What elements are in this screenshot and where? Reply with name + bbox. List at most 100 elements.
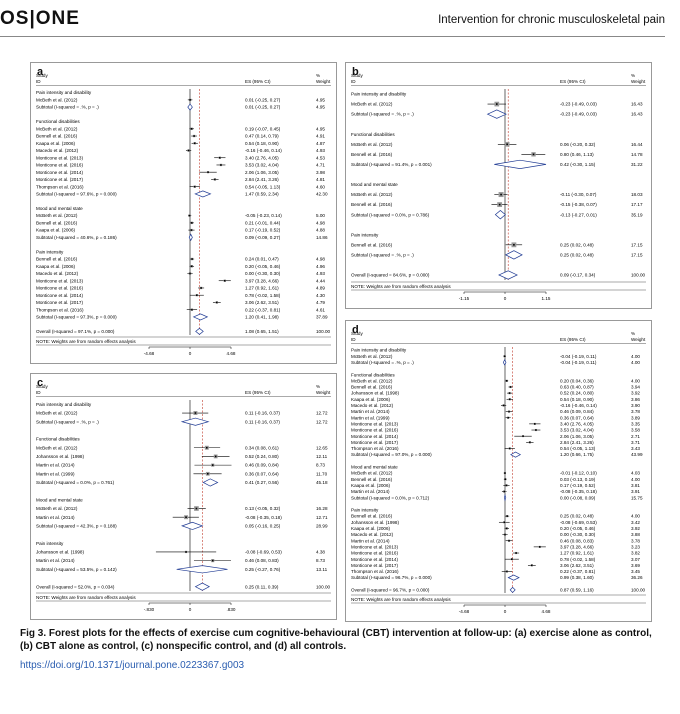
point-estimate bbox=[507, 416, 509, 419]
column-weight: Weight bbox=[631, 337, 646, 342]
effect-size-text: 0.19 (-0.07, 0.45) bbox=[245, 126, 281, 131]
weight-text: 45.18 bbox=[316, 480, 328, 485]
subgroup-label: Functional disabilities bbox=[351, 132, 395, 137]
weight-text: 3.58 bbox=[631, 428, 640, 433]
effect-size-text: 0.34 (0.08, 0.61) bbox=[245, 445, 279, 450]
study-label: Kaapa et al. (2006) bbox=[36, 264, 76, 269]
weight-text: 4.98 bbox=[316, 220, 325, 225]
point-estimate bbox=[214, 178, 216, 181]
doi-link[interactable]: https://doi.org/10.1371/journal.pone.022… bbox=[20, 660, 245, 671]
effect-size-text: 0.47 (0.14, 0.79) bbox=[245, 134, 279, 139]
journal-logo: OS|ONE bbox=[0, 8, 80, 29]
study-label: Johansson et al. (1998) bbox=[351, 520, 399, 525]
effect-size-text: -0.04 (-0.19, 0.11) bbox=[560, 354, 597, 359]
point-estimate bbox=[503, 521, 506, 524]
weight-text: 4.93 bbox=[316, 271, 325, 276]
effect-size-text: 0.17 (-0.19, 0.52) bbox=[560, 483, 596, 488]
overall-diamond bbox=[194, 582, 211, 591]
study-label: McBeth et al. (2012) bbox=[351, 102, 393, 107]
point-estimate bbox=[211, 464, 214, 466]
study-label: McBeth et al. (2012) bbox=[36, 213, 78, 218]
subtotal-diamond bbox=[494, 159, 547, 169]
column-es: ES (95% CI) bbox=[245, 79, 271, 84]
point-estimate bbox=[189, 99, 191, 101]
weight-text: 4.95 bbox=[316, 97, 325, 102]
effect-size-text: 0.00 (-0.08, 0.09) bbox=[560, 495, 596, 500]
study-label: McBeth et al. (2012) bbox=[36, 445, 78, 450]
study-label: Kaapa et al. (2006) bbox=[351, 526, 391, 531]
overall-diamond bbox=[509, 586, 516, 594]
effect-size-text: -0.08 (-0.69, 0.53) bbox=[245, 550, 282, 555]
column-study: Study bbox=[351, 73, 363, 78]
effect-size-text: 0.05 (-0.16, 0.25) bbox=[245, 523, 281, 528]
effect-size-text: 0.46 (0.09, 0.84) bbox=[245, 463, 279, 468]
effect-size-text: -0.04 (-0.19, 0.11) bbox=[560, 360, 597, 365]
weight-text: 4.00 bbox=[631, 477, 640, 482]
subtotal-label: Subtotal (I-squared = 91.4%, p = 0.001) bbox=[351, 162, 432, 167]
column-id: ID bbox=[36, 79, 41, 84]
study-label: Bennell et al. (2016) bbox=[351, 385, 393, 390]
study-label: Kaapa et al. (2006) bbox=[351, 397, 391, 402]
weight-text: 100.00 bbox=[631, 588, 645, 593]
point-estimate bbox=[503, 490, 506, 493]
point-estimate bbox=[185, 551, 187, 553]
point-estimate bbox=[214, 455, 217, 458]
study-label: Bennell et al. (2016) bbox=[36, 220, 78, 225]
overall-label: Overall (I-squared = 52.0%, p = 0.034) bbox=[36, 584, 115, 589]
point-estimate bbox=[502, 404, 505, 407]
study-label: Thompson et al. (2016) bbox=[36, 184, 84, 189]
weight-text: 4.98 bbox=[316, 257, 325, 262]
weight-text: 4.00 bbox=[631, 354, 640, 359]
study-label: Martin et al. (2014) bbox=[351, 538, 390, 543]
panel-label-d: d bbox=[352, 324, 359, 336]
weight-text: 3.45 bbox=[631, 569, 640, 574]
weight-text: 3.88 bbox=[631, 532, 640, 537]
effect-size-text: -0.16 (-0.46, 0.14) bbox=[560, 403, 597, 408]
study-label: McBeth et al. (2012) bbox=[351, 354, 393, 359]
point-estimate bbox=[500, 193, 502, 196]
weight-text: 100.00 bbox=[316, 584, 330, 589]
point-estimate bbox=[535, 429, 537, 431]
weight-text: 3.78 bbox=[631, 538, 640, 543]
effect-size-text: 3.97 (3.28, 4.66) bbox=[245, 278, 279, 283]
effect-size-text: 1.27 (0.92, 1.61) bbox=[245, 286, 279, 291]
subgroup-label: Functional disabilities bbox=[36, 437, 80, 442]
effect-size-text: 1.47 (0.59, 2.34) bbox=[245, 192, 279, 197]
effect-size-text: 0.20 (0.04, 0.36) bbox=[560, 378, 594, 383]
point-estimate bbox=[193, 185, 196, 188]
study-label: Monticone et al. (2013) bbox=[351, 421, 398, 426]
column-weight-pct: % bbox=[631, 331, 635, 336]
column-study: Study bbox=[36, 73, 48, 78]
column-es: ES (95% CI) bbox=[560, 79, 586, 84]
effect-size-text: 0.54 (0.18, 0.90) bbox=[245, 141, 279, 146]
point-estimate bbox=[505, 380, 508, 382]
point-estimate bbox=[508, 447, 511, 450]
weight-text: 3.35 bbox=[631, 421, 640, 426]
column-id: ID bbox=[351, 337, 356, 342]
effect-size-text: 3.40 (2.76, 4.05) bbox=[245, 155, 279, 160]
weight-text: 4.89 bbox=[316, 286, 325, 291]
effect-size-text: -0.16 (-0.46, 0.14) bbox=[245, 148, 282, 153]
weight-text: 3.69 bbox=[631, 563, 640, 568]
effect-size-text: 0.09 (-0.17, 0.34) bbox=[560, 273, 596, 278]
effect-size-text: 0.22 (-0.37, 0.81) bbox=[245, 307, 281, 312]
weight-text: 4.00 bbox=[631, 514, 640, 519]
effect-size-text: 2.06 (1.06, 3.05) bbox=[560, 434, 594, 439]
caption-text: Fig 3. Forest plots for the effects of e… bbox=[20, 628, 652, 652]
point-estimate bbox=[216, 301, 218, 304]
weight-text: 12.71 bbox=[316, 515, 328, 520]
weights-note: NOTE: Weights are from random effects an… bbox=[351, 597, 451, 602]
effect-size-text: 0.20 (-0.05, 0.46) bbox=[560, 526, 596, 531]
weight-text: 4.96 bbox=[316, 264, 325, 269]
effect-size-text: -0.23 (-0.49, 0.03) bbox=[560, 112, 597, 117]
point-estimate bbox=[503, 355, 506, 358]
weight-text: 3.90 bbox=[631, 403, 640, 408]
effect-size-text: 0.25 (0.02, 0.48) bbox=[560, 252, 594, 257]
subtotal-diamond bbox=[180, 417, 210, 426]
weight-text: 4.60 bbox=[316, 184, 325, 189]
effect-size-text: 0.54 (0.18, 0.90) bbox=[560, 397, 594, 402]
overall-label: Overall (I-squared = 96.7%, p = 0.000) bbox=[351, 588, 430, 593]
weight-text: 14.86 bbox=[316, 235, 328, 240]
column-study: Study bbox=[351, 331, 363, 336]
